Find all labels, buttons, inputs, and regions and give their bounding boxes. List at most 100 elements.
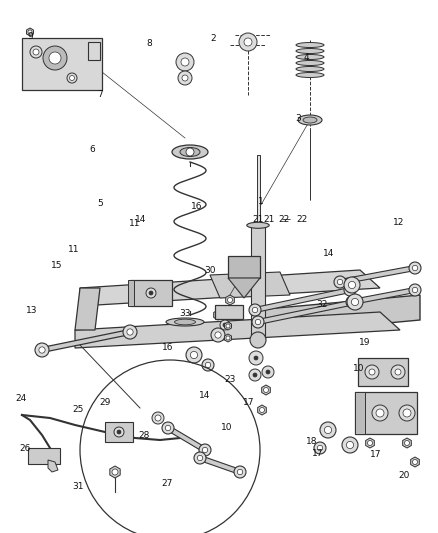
Text: 32: 32 (316, 301, 328, 309)
Text: 14: 14 (199, 391, 211, 400)
Circle shape (39, 347, 45, 353)
Circle shape (112, 469, 118, 475)
Bar (358, 358, 408, 386)
Circle shape (252, 316, 264, 328)
Text: 27: 27 (162, 480, 173, 488)
Circle shape (30, 46, 42, 58)
Circle shape (28, 30, 32, 34)
Circle shape (259, 408, 265, 413)
Bar (228, 256, 260, 278)
Circle shape (252, 308, 258, 313)
Polygon shape (366, 438, 374, 448)
Ellipse shape (296, 72, 324, 77)
Polygon shape (110, 466, 120, 478)
Text: 28: 28 (139, 432, 150, 440)
Polygon shape (214, 310, 223, 320)
Circle shape (146, 288, 156, 298)
Text: 9: 9 (28, 32, 34, 41)
Text: 31: 31 (72, 482, 84, 490)
Circle shape (226, 336, 230, 340)
Circle shape (376, 409, 384, 417)
Text: 20: 20 (398, 471, 410, 480)
Circle shape (262, 366, 274, 378)
Bar (257, 155, 259, 225)
Circle shape (211, 328, 225, 342)
Polygon shape (225, 334, 231, 342)
Text: —: — (282, 215, 290, 224)
Bar (22, 38, 102, 90)
Circle shape (412, 265, 418, 271)
Circle shape (320, 422, 336, 438)
Circle shape (117, 430, 121, 434)
Text: 21: 21 (253, 215, 264, 224)
Ellipse shape (298, 115, 322, 125)
Text: 3: 3 (295, 114, 301, 123)
Circle shape (152, 412, 164, 424)
Ellipse shape (247, 222, 269, 228)
Polygon shape (261, 385, 270, 395)
Circle shape (223, 323, 227, 327)
Circle shape (202, 359, 214, 371)
Text: 26: 26 (20, 445, 31, 453)
Ellipse shape (175, 319, 195, 325)
Circle shape (239, 33, 257, 51)
Circle shape (250, 332, 266, 348)
Circle shape (205, 362, 211, 368)
Circle shape (337, 279, 343, 285)
Ellipse shape (166, 318, 204, 326)
Bar (28, 448, 60, 464)
Circle shape (413, 459, 417, 464)
Circle shape (367, 440, 372, 446)
Text: 19: 19 (359, 338, 370, 346)
Text: 22: 22 (297, 215, 308, 224)
Circle shape (181, 58, 189, 66)
Text: 17: 17 (243, 398, 254, 407)
Circle shape (349, 296, 361, 308)
Circle shape (123, 325, 137, 339)
Text: 13: 13 (26, 306, 37, 314)
Polygon shape (352, 287, 416, 304)
Polygon shape (411, 457, 419, 467)
Polygon shape (27, 28, 33, 36)
Circle shape (266, 370, 270, 374)
Circle shape (227, 297, 233, 303)
Bar (251, 225, 265, 340)
Text: 16: 16 (162, 343, 173, 352)
Text: 14: 14 (135, 215, 147, 224)
Bar (215, 305, 243, 319)
Circle shape (70, 76, 74, 80)
Polygon shape (75, 288, 100, 330)
Circle shape (202, 447, 208, 453)
Circle shape (395, 369, 401, 375)
Circle shape (349, 300, 355, 305)
Ellipse shape (296, 54, 324, 60)
Bar (105, 422, 133, 442)
Ellipse shape (296, 61, 324, 66)
Text: 10: 10 (353, 365, 365, 373)
Circle shape (199, 444, 211, 456)
Text: 22: 22 (278, 215, 290, 224)
Circle shape (220, 320, 230, 330)
Circle shape (226, 324, 230, 328)
Circle shape (346, 296, 358, 308)
Circle shape (249, 304, 261, 316)
Circle shape (162, 422, 174, 434)
Circle shape (346, 441, 353, 449)
Text: 25: 25 (72, 405, 84, 414)
Text: 10: 10 (221, 423, 233, 432)
Circle shape (253, 373, 257, 377)
Circle shape (49, 52, 61, 64)
Text: 18: 18 (306, 437, 318, 446)
Text: 17: 17 (312, 449, 323, 457)
Text: 8: 8 (146, 39, 152, 48)
Polygon shape (199, 456, 241, 474)
Polygon shape (225, 322, 231, 330)
Circle shape (155, 415, 161, 421)
Circle shape (325, 426, 332, 434)
Circle shape (67, 73, 77, 83)
Text: 11: 11 (129, 220, 141, 228)
Ellipse shape (296, 49, 324, 53)
Circle shape (127, 329, 133, 335)
Polygon shape (167, 426, 206, 452)
Text: 24: 24 (15, 394, 27, 403)
